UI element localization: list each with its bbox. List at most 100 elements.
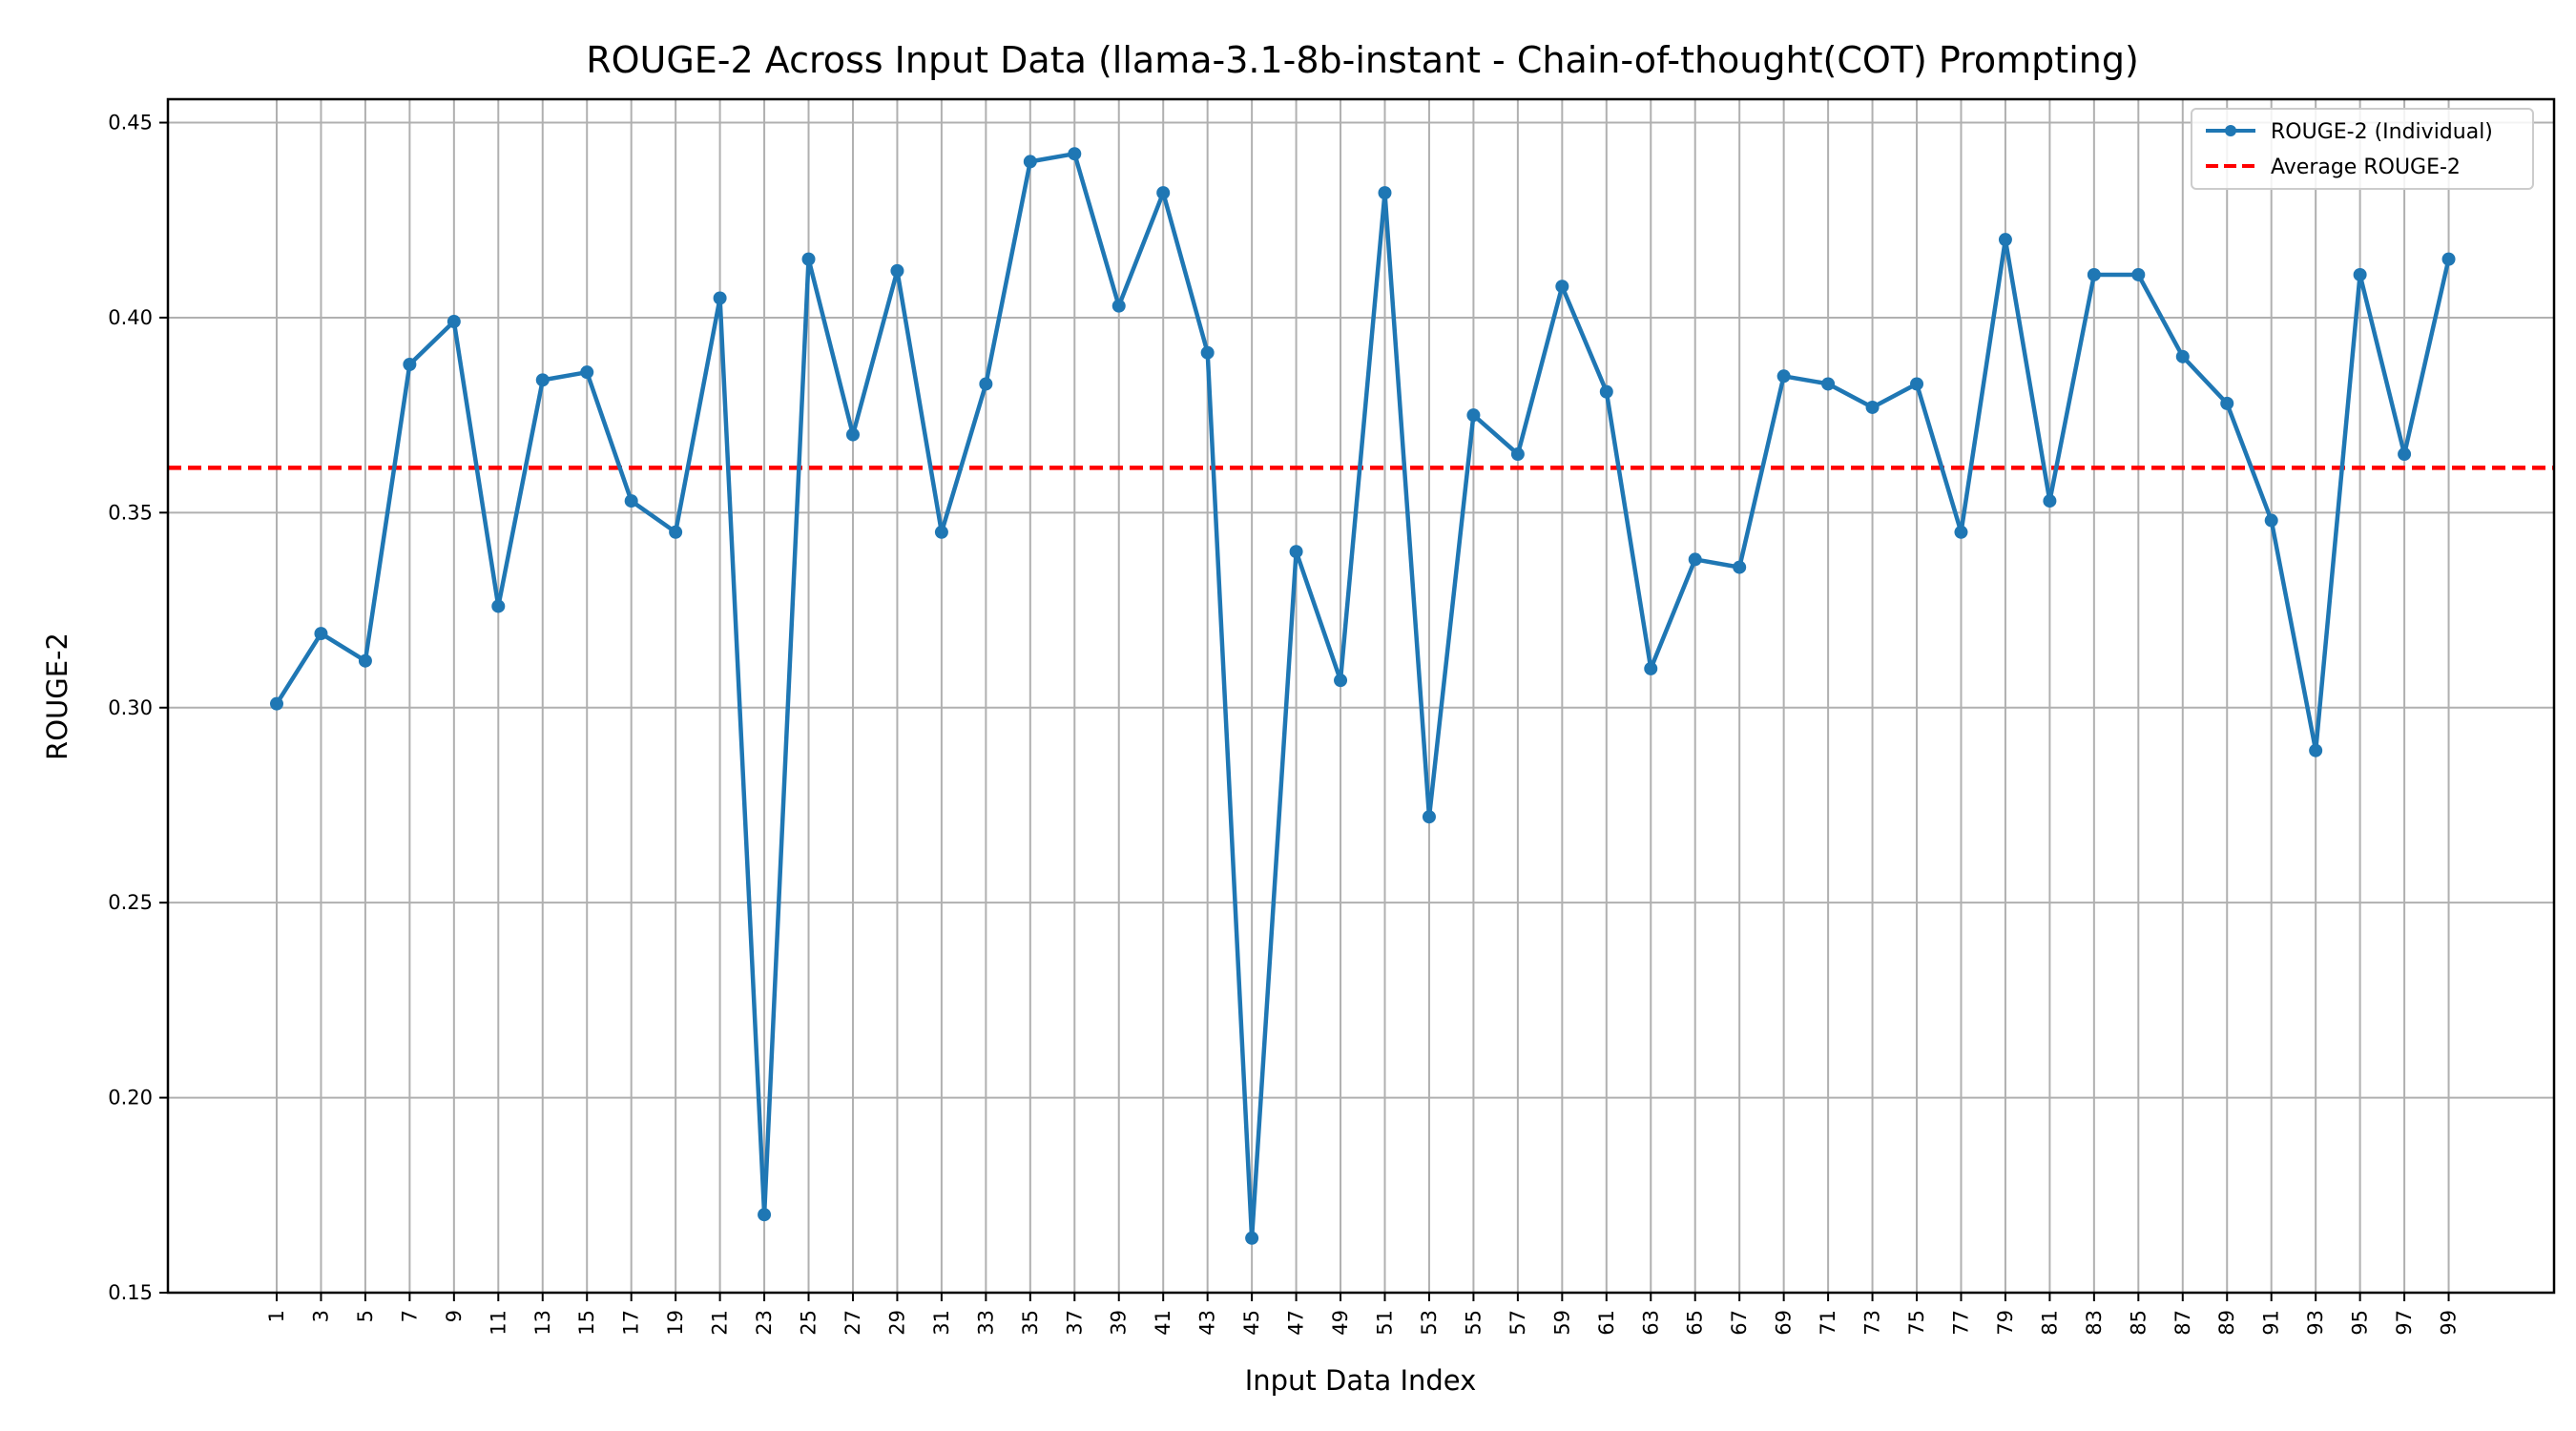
x-tick-label: 65 (1684, 1310, 1707, 1336)
y-tick-label: 0.15 (108, 1281, 153, 1304)
x-tick-label: 1 (265, 1310, 288, 1322)
x-tick-label: 43 (1196, 1310, 1219, 1336)
y-tick-label: 0.30 (108, 696, 153, 719)
x-tick-label: 73 (1861, 1310, 1884, 1336)
x-tick-label: 37 (1063, 1310, 1086, 1336)
x-tick-label: 55 (1462, 1310, 1485, 1336)
legend-label-average: Average ROUGE-2 (2271, 156, 2461, 179)
x-axis-label: Input Data Index (1245, 1364, 1477, 1397)
data-point (1200, 345, 1215, 360)
data-point (1111, 299, 1126, 313)
data-point (1688, 552, 1702, 567)
x-tick-label: 75 (1905, 1310, 1928, 1336)
data-point (1245, 1231, 1259, 1245)
data-point (580, 365, 594, 380)
data-point (1422, 810, 1436, 824)
x-tick-label: 5 (354, 1310, 377, 1322)
x-tick-label: 51 (1374, 1310, 1397, 1336)
data-point (2043, 494, 2057, 508)
series-layer (270, 147, 2456, 1245)
data-point (669, 525, 683, 539)
x-tick-label: 97 (2393, 1310, 2416, 1336)
data-point (1776, 369, 1791, 384)
data-point (2087, 267, 2101, 281)
data-point (2175, 349, 2190, 363)
x-tick-label: 57 (1506, 1310, 1529, 1336)
x-tick-label: 3 (309, 1310, 332, 1322)
x-tick-label: 77 (1949, 1310, 1972, 1336)
x-tick-label: 49 (1329, 1310, 1352, 1336)
x-tick-label: 35 (1019, 1310, 1042, 1336)
x-tick-label: 13 (531, 1310, 554, 1336)
data-point (1998, 233, 2012, 247)
data-point (314, 627, 328, 641)
data-point (403, 358, 417, 371)
y-axis-ticks: 0.15 0.20 0.25 0.30 0.35 0.40 0.45 (108, 112, 168, 1304)
data-point (1865, 400, 1880, 414)
x-tick-label: 53 (1418, 1310, 1441, 1336)
x-tick-label: 45 (1240, 1310, 1263, 1336)
x-tick-label: 59 (1550, 1310, 1573, 1336)
y-tick-label: 0.45 (108, 112, 153, 135)
data-point (890, 263, 904, 278)
data-point (270, 696, 283, 711)
data-point (1289, 545, 1303, 559)
x-tick-label: 21 (709, 1310, 732, 1336)
x-tick-label: 47 (1285, 1310, 1308, 1336)
y-tick-label: 0.40 (108, 306, 153, 329)
x-tick-label: 29 (885, 1310, 908, 1336)
data-point (1378, 186, 1392, 200)
data-point (1599, 384, 1613, 399)
data-point (1644, 661, 1658, 675)
data-point (2264, 513, 2278, 528)
data-point (979, 377, 993, 391)
data-point (2220, 396, 2234, 410)
data-point (1466, 408, 1481, 423)
x-tick-label: 33 (974, 1310, 997, 1336)
data-point (2441, 252, 2456, 266)
legend: ROUGE-2 (Individual) Average ROUGE-2 (2191, 108, 2534, 190)
series-line-individual (275, 151, 2451, 1241)
chart-title: ROUGE-2 Across Input Data (llama-3.1-8b-… (586, 39, 2139, 81)
x-tick-label: 89 (2215, 1310, 2238, 1336)
x-tick-label: 15 (575, 1310, 598, 1336)
data-point (1510, 447, 1525, 462)
x-tick-label: 7 (398, 1310, 421, 1322)
x-tick-label: 63 (1639, 1310, 1662, 1336)
x-tick-label: 41 (1152, 1310, 1174, 1336)
x-tick-label: 95 (2349, 1310, 2372, 1336)
grid-lines (168, 99, 2554, 1294)
data-point (2309, 743, 2323, 757)
data-point (2398, 447, 2412, 462)
x-tick-label: 87 (2171, 1310, 2194, 1336)
legend-marker-individual (2225, 125, 2236, 136)
legend-label-individual: ROUGE-2 (Individual) (2271, 120, 2493, 144)
data-point (1156, 186, 1171, 200)
x-tick-label: 83 (2083, 1310, 2106, 1336)
x-tick-label: 19 (664, 1310, 687, 1336)
data-point (358, 653, 372, 668)
data-point (1954, 525, 1968, 539)
y-axis-label: ROUGE-2 (41, 633, 73, 760)
x-tick-label: 11 (487, 1310, 509, 1336)
x-tick-label: 93 (2304, 1310, 2327, 1336)
x-tick-label: 67 (1728, 1310, 1751, 1336)
x-tick-label: 17 (620, 1310, 643, 1336)
x-tick-label: 27 (841, 1310, 864, 1336)
x-tick-label: 23 (753, 1310, 776, 1336)
data-point (2353, 267, 2367, 281)
data-point (1334, 674, 1348, 688)
data-point (491, 599, 506, 613)
y-tick-label: 0.25 (108, 891, 153, 914)
x-tick-label: 31 (930, 1310, 953, 1336)
x-tick-label: 71 (1817, 1310, 1839, 1336)
data-point (2131, 267, 2146, 281)
data-point (1821, 377, 1836, 391)
data-point (1068, 147, 1082, 161)
data-point (1555, 280, 1569, 294)
data-point (845, 427, 860, 442)
legend-box (2191, 108, 2534, 190)
x-tick-label: 25 (798, 1310, 821, 1336)
x-axis-ticks: 1 3 5 7 9 11 13 15 17 19 21 23 25 27 29 31 33 35 37 39 41 43 4… (265, 1293, 2461, 1336)
